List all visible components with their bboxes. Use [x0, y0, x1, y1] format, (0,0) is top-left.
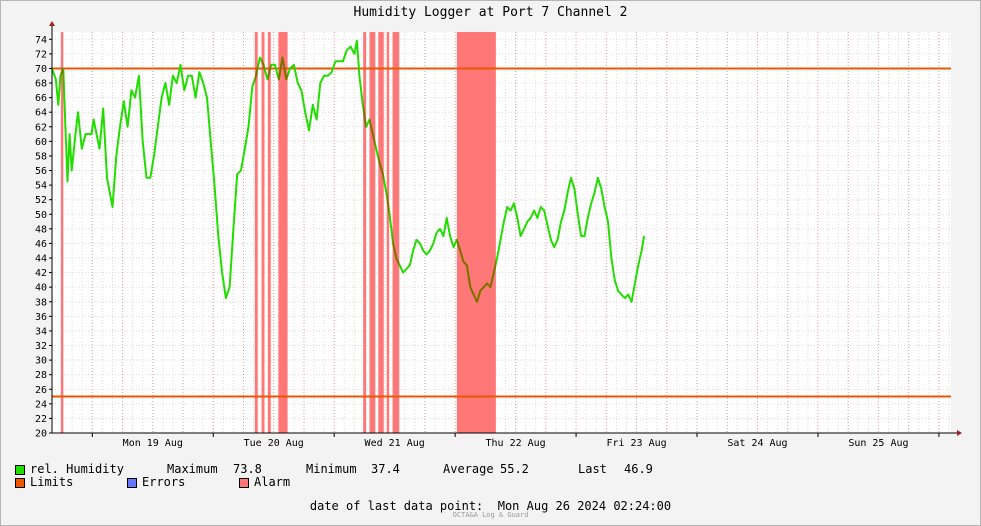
series-swatch [15, 465, 25, 475]
alarm-period [267, 32, 271, 433]
y-tick-label: 32 [35, 341, 47, 352]
min-value: 37.4 [371, 462, 400, 476]
alarm-label: Alarm [254, 475, 291, 489]
y-tick-label: 62 [35, 122, 47, 133]
errors-label: Errors [142, 475, 186, 489]
avg-label: Average [443, 462, 494, 476]
y-tick-label: 36 [35, 312, 47, 323]
y-tick-label: 22 [35, 414, 47, 425]
x-tick-label: Thu 22 Aug [486, 438, 546, 449]
alarm-period [369, 32, 376, 433]
alarm-period [456, 32, 496, 433]
x-axis-arrow [957, 430, 962, 436]
y-tick-label: 50 [35, 210, 47, 221]
alarm-period [386, 32, 390, 433]
y-tick-label: 66 [35, 93, 47, 104]
y-tick-label: 54 [35, 181, 47, 192]
y-tick-label: 46 [35, 239, 47, 250]
y-tick-label: 30 [35, 356, 47, 367]
last-data-label: date of last data point: [309, 499, 484, 513]
y-tick-label: 56 [35, 166, 47, 177]
limits-swatch [15, 478, 25, 488]
y-tick-label: 60 [35, 137, 47, 148]
alarm-period [392, 32, 400, 433]
y-tick-label: 40 [35, 283, 47, 294]
alarm-period [363, 32, 367, 433]
y-tick-label: 48 [35, 224, 47, 235]
series-label: rel. Humidity [30, 462, 124, 476]
x-tick-label: Fri 23 Aug [606, 438, 666, 449]
x-tick-label: Sun 25 Aug [848, 438, 908, 449]
y-tick-label: 20 [35, 429, 47, 440]
series-line [51, 39, 646, 303]
y-tick-label: 34 [35, 326, 47, 337]
alarm-period [60, 32, 64, 433]
y-tick-label: 24 [35, 399, 47, 410]
y-tick-label: 44 [35, 254, 47, 265]
credit: OCTA&A Log & Guard [452, 511, 529, 519]
min-label: Minimum [306, 462, 357, 476]
alarm-swatch [239, 478, 249, 488]
avg-value: 55.2 [500, 462, 529, 476]
max-label: Maximum [167, 462, 218, 476]
x-tick-label: Tue 20 Aug [244, 438, 304, 449]
alarm-period [278, 32, 288, 433]
y-tick-label: 52 [35, 195, 47, 206]
y-tick-label: 72 [35, 49, 47, 60]
last-data-point: date of last data point: Mon Aug 26 2024… [0, 499, 981, 513]
y-tick-label: 74 [35, 35, 47, 46]
y-tick-label: 42 [35, 268, 47, 279]
alarm-period [378, 32, 384, 433]
y-axis-arrow [49, 21, 55, 26]
last-data-value: Mon Aug 26 2024 02:24:00 [497, 499, 672, 513]
alarm-period [261, 32, 265, 433]
alarm-period [254, 32, 258, 433]
last-value: 46.9 [624, 462, 653, 476]
y-tick-label: 68 [35, 79, 47, 90]
y-tick-label: 38 [35, 297, 47, 308]
y-tick-label: 26 [35, 385, 47, 396]
chart-title: Humidity Logger at Port 7 Channel 2 [353, 5, 628, 20]
x-tick-label: Mon 19 Aug [123, 438, 183, 449]
x-tick-label: Sat 24 Aug [727, 438, 787, 449]
last-label: Last [578, 462, 607, 476]
y-tick-label: 58 [35, 151, 47, 162]
max-value: 73.8 [233, 462, 262, 476]
y-tick-label: 64 [35, 108, 47, 119]
y-tick-label: 28 [35, 370, 47, 381]
x-tick-label: Wed 21 Aug [365, 438, 425, 449]
errors-swatch [127, 478, 137, 488]
y-tick-label: 70 [35, 64, 47, 75]
limits-label: Limits [30, 475, 74, 489]
